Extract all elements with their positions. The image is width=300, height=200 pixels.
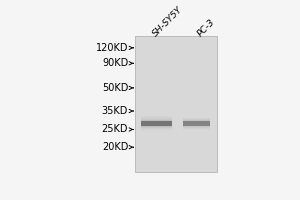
Bar bbox=[141, 121, 172, 126]
Text: 20KD: 20KD bbox=[102, 142, 128, 152]
Bar bbox=[141, 121, 172, 126]
Text: 120KD: 120KD bbox=[96, 43, 128, 53]
Text: 90KD: 90KD bbox=[102, 58, 128, 68]
Bar bbox=[183, 118, 210, 129]
Text: PC-3: PC-3 bbox=[196, 18, 217, 39]
Bar bbox=[141, 116, 172, 131]
Bar bbox=[183, 120, 210, 127]
Bar bbox=[183, 119, 210, 128]
Bar bbox=[183, 117, 210, 130]
Bar bbox=[183, 121, 210, 126]
Bar bbox=[183, 121, 210, 126]
Bar bbox=[141, 117, 172, 129]
Text: SH-SY5Y: SH-SY5Y bbox=[152, 5, 185, 39]
Text: 25KD: 25KD bbox=[102, 124, 128, 134]
Bar bbox=[141, 120, 172, 127]
Bar bbox=[141, 119, 172, 128]
Bar bbox=[135, 36, 217, 172]
Text: 50KD: 50KD bbox=[102, 83, 128, 93]
Text: 35KD: 35KD bbox=[102, 106, 128, 116]
